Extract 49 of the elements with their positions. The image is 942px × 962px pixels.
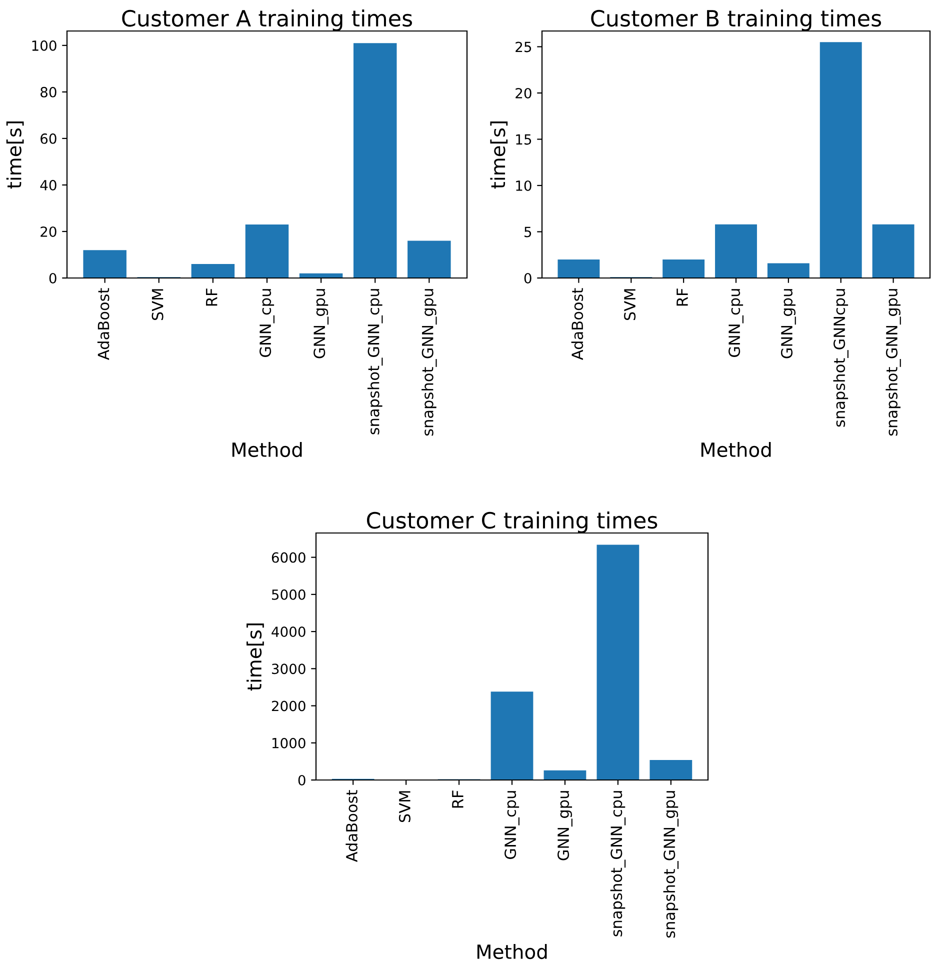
y-tick-label: 60 [40,133,56,144]
x-tick-label: GNN_gpu [780,289,796,358]
y-tick-label: 100 [32,40,56,51]
x-tick-label: GNN_gpu [314,289,329,358]
x-axis-title: Method [477,944,547,960]
x-tick-label: snapshot_GNN_gpu [422,289,437,436]
y-tick-label: 5 [524,226,532,238]
x-tick-label: snapshot_GNN_cpu [368,289,383,434]
y-tick-label: 2000 [272,700,306,712]
x-tick-label: AdaBoost [97,288,110,360]
y-tick-label: 5000 [272,589,306,600]
x-tick-label: SVM [152,289,164,320]
y-axis-title: time[s] [490,122,508,189]
y-tick-label: 40 [40,180,56,190]
x-tick-label: SVM [398,791,410,822]
y-tick-label: 20 [40,226,56,237]
x-tick-label: snapshot_GNN_gpu [663,791,679,938]
y-tick-label: 0 [298,774,306,786]
y-tick-label: 80 [40,86,56,98]
x-tick-label: snapshot_GNN_gpu [886,289,901,436]
x-tick-label: snapshot_GNNcpu [833,289,848,427]
x-tick-label: RF [452,790,464,808]
x-tick-label: GNN_cpu [260,289,274,357]
x-tick-label: RF [206,288,218,306]
x-tick-label: RF [676,288,688,306]
y-tick-label: 4000 [272,626,306,638]
x-tick-label: SVM [624,289,636,320]
y-tick-label: 1000 [272,738,306,748]
y-tick-label: 6000 [272,552,306,563]
y-axis-title: time[s] [6,122,24,189]
x-tick-label: AdaBoost [571,288,584,360]
y-tick-label: 15 [516,134,532,145]
y-tick-label: 10 [516,180,532,191]
x-tick-label: snapshot_GNN_cpu [610,791,626,936]
y-axis-title: time[s] [246,624,264,691]
y-tick-label: 25 [516,42,532,52]
y-tick-label: 0 [49,272,56,284]
x-axis-title: Method [701,442,771,458]
x-tick-label: GNN_cpu [728,289,744,357]
y-tick-label: 20 [516,88,532,98]
x-tick-label: GNN_gpu [558,791,572,860]
x-tick-label: AdaBoost [346,790,358,862]
y-tick-label: 3000 [272,664,306,674]
x-axis-title: Method [232,442,302,458]
chart-title: Customer B training times [591,9,882,31]
x-tick-label: GNN_cpu [504,791,520,859]
y-tick-label: 0 [524,272,532,284]
chart-title: Customer A training times [122,9,412,31]
chart-title: Customer C training times [366,511,658,533]
